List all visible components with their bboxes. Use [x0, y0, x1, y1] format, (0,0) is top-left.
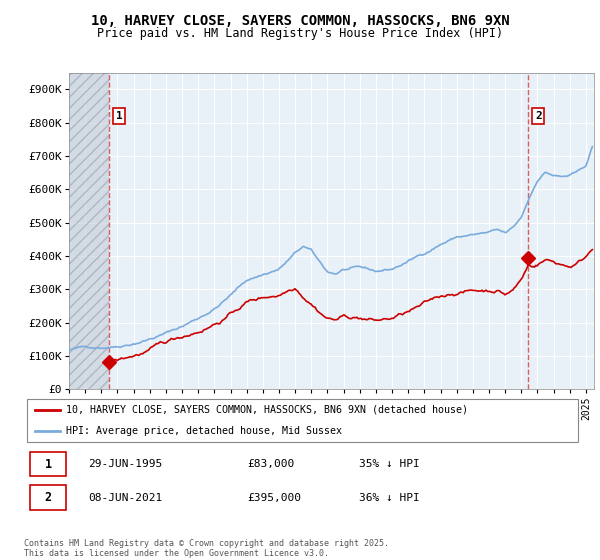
Text: HPI: Average price, detached house, Mid Sussex: HPI: Average price, detached house, Mid …	[66, 426, 342, 436]
Text: 35% ↓ HPI: 35% ↓ HPI	[359, 459, 419, 469]
Text: Price paid vs. HM Land Registry's House Price Index (HPI): Price paid vs. HM Land Registry's House …	[97, 27, 503, 40]
Text: £395,000: £395,000	[247, 493, 301, 503]
Text: 10, HARVEY CLOSE, SAYERS COMMON, HASSOCKS, BN6 9XN (detached house): 10, HARVEY CLOSE, SAYERS COMMON, HASSOCK…	[66, 405, 468, 415]
Text: 29-JUN-1995: 29-JUN-1995	[88, 459, 163, 469]
Text: £83,000: £83,000	[247, 459, 295, 469]
Text: 2: 2	[44, 491, 52, 504]
Text: 1: 1	[44, 458, 52, 470]
Text: 10, HARVEY CLOSE, SAYERS COMMON, HASSOCKS, BN6 9XN: 10, HARVEY CLOSE, SAYERS COMMON, HASSOCK…	[91, 14, 509, 28]
Text: 2: 2	[535, 111, 542, 121]
FancyBboxPatch shape	[29, 451, 66, 477]
Text: 36% ↓ HPI: 36% ↓ HPI	[359, 493, 419, 503]
Text: 1: 1	[116, 111, 122, 121]
Bar	[69, 73, 109, 389]
FancyBboxPatch shape	[29, 486, 66, 510]
Text: Contains HM Land Registry data © Crown copyright and database right 2025.
This d: Contains HM Land Registry data © Crown c…	[24, 539, 389, 558]
Text: 08-JUN-2021: 08-JUN-2021	[88, 493, 163, 503]
FancyBboxPatch shape	[27, 399, 578, 442]
